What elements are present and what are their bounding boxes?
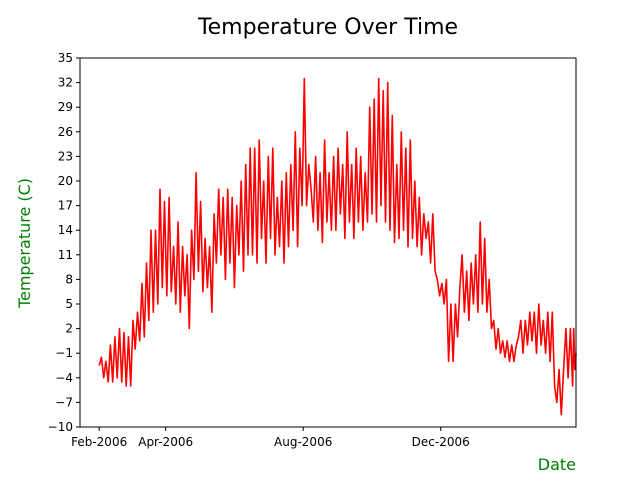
y-tick-label: 14 xyxy=(58,223,73,237)
line-layer xyxy=(98,77,577,416)
y-tick-label: 11 xyxy=(58,248,73,262)
plot-frame xyxy=(79,57,577,428)
y-tick-label: 20 xyxy=(58,174,73,188)
y-tick-label: −7 xyxy=(55,395,73,409)
y-tick-label: −1 xyxy=(55,346,73,360)
x-axis-label: Date xyxy=(538,455,576,474)
x-tick-label: Aug-2006 xyxy=(274,435,332,449)
y-axis-label: Temperature (C) xyxy=(15,178,34,309)
x-tick-label: Dec-2006 xyxy=(412,435,470,449)
x-tick-label: Apr-2006 xyxy=(138,435,193,449)
y-tick-label: 29 xyxy=(58,100,73,114)
chart-title: Temperature Over Time xyxy=(197,15,458,40)
y-tick-label: −4 xyxy=(55,371,73,385)
y-tick-label: 17 xyxy=(58,199,73,213)
x-axis: Feb-2006 Apr-2006 Aug-2006 Dec-2006 xyxy=(71,427,470,449)
y-tick-label: 5 xyxy=(65,297,73,311)
y-tick-label: 23 xyxy=(58,149,73,163)
y-tick-label: −10 xyxy=(48,420,73,434)
y-axis: −10 −7 −4 −1 2 5 8 11 14 17 20 23 26 29 32 35 xyxy=(48,51,80,434)
y-tick-label: 8 xyxy=(65,272,73,286)
y-tick-label: 35 xyxy=(58,51,73,65)
y-tick-label: 26 xyxy=(58,125,73,139)
y-tick-label: 2 xyxy=(65,322,73,336)
y-tick-label: 32 xyxy=(58,76,73,90)
x-tick-label: Feb-2006 xyxy=(71,435,127,449)
temperature-series-line xyxy=(98,77,577,416)
